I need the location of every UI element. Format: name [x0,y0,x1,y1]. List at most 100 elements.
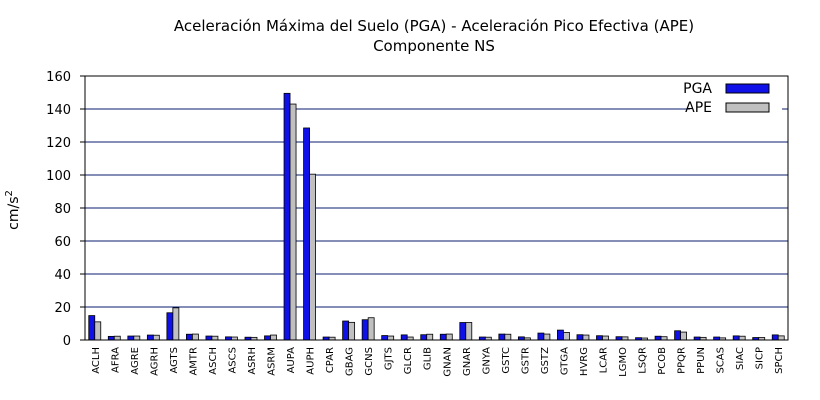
grid [85,108,788,308]
bar-ape-gnan [445,333,453,341]
bar-ape-hvrg [582,334,590,341]
legend-swatch-ape [725,102,770,113]
bar-pga-ppqr [674,330,681,341]
x-tick-label-afra: AFRA [110,347,121,373]
bar-ape-aclh [94,321,102,341]
x-tick-label-gjts: GJTS [384,347,395,370]
x-tick-label-cpar: CPAR [325,347,336,373]
bar-ape-afra [113,335,121,341]
bar-pga-aupa [283,92,291,341]
bar-ape-spch [777,335,785,341]
x-tick-label-ascs: ASCS [227,347,238,374]
bar-ape-gstc [504,333,512,341]
bar-pga-agre [127,335,135,341]
bar-pga-afra [107,335,115,341]
bar-ape-amtr [192,333,199,341]
bar-pga-hvrg [576,334,584,341]
x-tick-label-agre: AGRE [130,347,141,375]
bar-pga-gbag [342,320,350,341]
bar-pga-gnar [459,322,467,341]
y-tick-label: 20 [54,301,71,316]
bar-ape-siac [738,335,746,341]
bar-ape-gstz [543,333,551,341]
x-tick-label-gstc: GSTC [501,347,512,374]
x-tick-label-siac: SIAC [735,347,746,370]
bar-ape-lcar [602,335,609,341]
bar-ape-gjts [387,335,395,341]
x-tick-label-gtga: GTGA [559,347,570,375]
x-tick-label-ppun: PPUN [696,347,707,374]
chart-subtitle: Componente NS [373,37,495,55]
bar-pga-glcr [400,334,408,341]
bar-pga-siac [732,335,740,341]
bar-ape-agts [172,307,180,341]
bar-ape-ppqr [680,331,687,341]
bar-pga-pcob [654,335,662,341]
bar-pga-glib [420,334,428,341]
y-tick-label: 100 [46,169,71,184]
bar-pga-agrh [146,334,154,341]
x-tick-label-scas: SCAS [716,347,727,374]
x-tick-label-hvrg: HVRG [579,347,590,376]
bars [88,92,785,341]
bar-ape-asch [211,335,219,341]
bar-ape-gnar [465,322,473,341]
bar-pga-gcns [361,319,369,341]
y-tick-label: 160 [46,70,71,85]
x-tick-label-amtr: AMTR [188,347,199,376]
bar-ape-agre [133,335,141,341]
legend-label-pga: PGA [683,81,712,97]
y-axis: 0 20 40 60 80 100 120 140 160 [46,70,85,349]
x-tick-label-gstr: GSTR [520,347,531,374]
bar-pga-auph [303,127,310,341]
bar-pga-amtr [186,333,193,341]
x-tick-label-auph: AUPH [306,347,317,375]
legend-swatch-pga [725,83,770,94]
x-tick-label-gnar: GNAR [462,347,473,376]
x-tick-label-agts: AGTS [169,347,180,374]
x-tick-label-gnan: GNAN [442,347,453,377]
bar-pga-gstc [498,333,506,341]
bar-pga-gstz [537,332,545,341]
bar-pga-gtga [557,329,564,341]
x-tick-label-gnya: GNYA [481,347,492,375]
bar-ape-gcns [367,317,375,341]
y-tick-label: 140 [46,103,71,118]
y-tick-label: 120 [46,136,71,151]
x-tick-label-agrh: AGRH [149,347,160,376]
bar-pga-aclh [88,315,96,341]
x-tick-label-spch: SPCH [774,347,785,374]
bar-pga-gjts [381,335,389,341]
bar-pga-asch [205,335,213,341]
x-tick-label-gstz: GSTZ [540,347,551,374]
x-tick-label-lcar: LCAR [598,347,609,373]
y-tick-label: 40 [54,268,71,283]
x-tick-label-asrm: ASRM [267,347,278,376]
x-tick-label-asrh: ASRH [247,347,258,375]
y-tick-label: 60 [54,235,71,250]
y-tick-label: 0 [63,334,71,349]
y-axis-label-exponent: 2 [4,190,15,196]
bar-pga-agts [166,312,174,341]
x-tick-label-glcr: GLCR [403,347,414,374]
x-tick-label-aupa: AUPA [286,347,297,374]
x-tick-label-ppqr: PPQR [677,347,688,374]
x-tick-label-pcob: PCOB [657,347,668,375]
y-tick-label: 80 [54,202,71,217]
x-tick-label-sicp: SICP [755,347,766,369]
bar-ape-asrm [270,334,277,341]
x-tick-label-gcns: GCNS [364,347,375,376]
bar-ape-gbag [348,321,356,341]
x-tick-label-lsqr: LSQR [638,347,649,374]
legend: PGA APE [683,78,782,118]
bar-pga-lcar [596,335,603,341]
x-axis: ACLH AFRA AGRE AGRH AGTS AMTR ASCH ASCS ASRH ASRM… [91,347,785,377]
y-axis-label: cm/s2 [4,190,22,230]
chart-title: Aceleración Máxima del Suelo (PGA) - Ace… [174,17,694,35]
bar-pga-asrm [264,335,271,341]
bar-ape-agrh [152,334,160,341]
y-axis-label-base: cm/s [6,197,22,230]
x-tick-label-aclh: ACLH [91,347,102,374]
bar-ape-auph [309,173,316,341]
